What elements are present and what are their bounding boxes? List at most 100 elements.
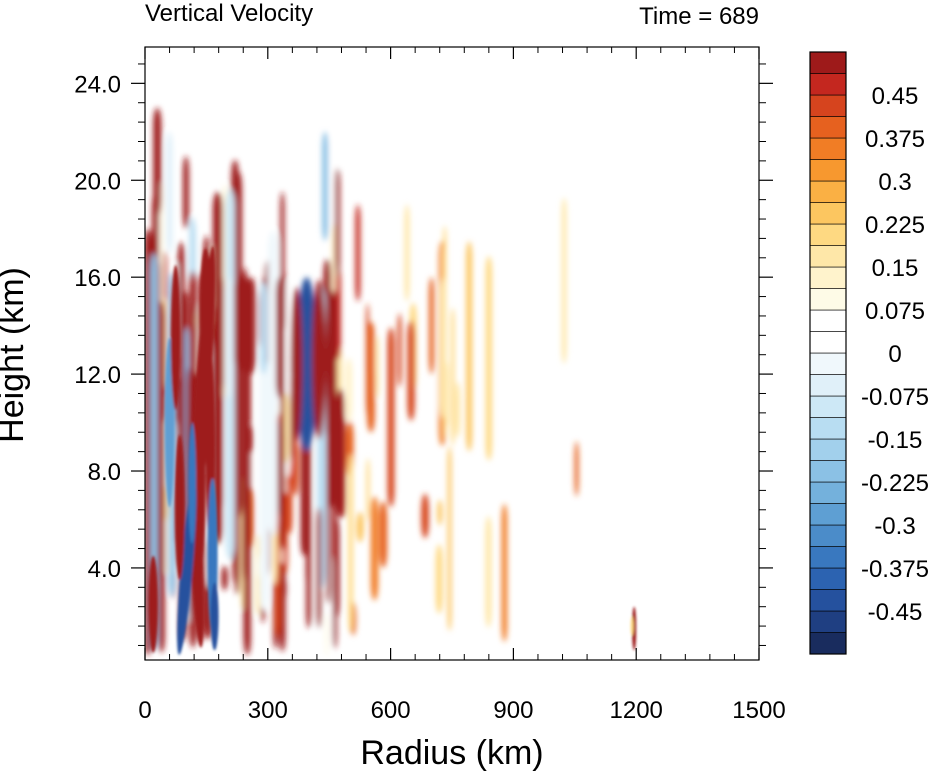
y-tick-label: 24.0 (74, 71, 121, 98)
colorbar-swatch (809, 503, 847, 526)
velocity-band (182, 156, 189, 229)
colorbar-label: 0 (888, 341, 901, 368)
colorbar-swatch (809, 245, 847, 268)
colorbar-swatch (809, 546, 847, 569)
x-axis-ticks: 0 300 600 900 1200 1500 (138, 47, 786, 724)
colorbar-swatch (809, 266, 847, 289)
colorbar-frame (809, 51, 847, 655)
velocity-cell (290, 286, 303, 442)
x-tick-label: 600 (371, 697, 411, 724)
x-tick-label: 900 (493, 697, 533, 724)
velocity-band (485, 516, 492, 628)
velocity-band (279, 574, 287, 604)
velocity-band (166, 131, 173, 253)
velocity-band (439, 276, 447, 419)
colorbar-label: -0.3 (874, 513, 915, 540)
velocity-band (387, 327, 395, 508)
colorbar-label: -0.45 (868, 599, 923, 626)
velocity-band (429, 277, 435, 375)
velocity-band (324, 612, 329, 657)
colorbar-swatch (809, 116, 847, 139)
velocity-band (370, 496, 379, 601)
colorbar-swatch (809, 589, 847, 612)
colorbar-swatch (809, 374, 847, 397)
plot-frame (144, 46, 760, 661)
velocity-cell (210, 582, 219, 651)
x-tick-label: 0 (138, 697, 151, 724)
colorbar: 0.45 0.375 0.3 0.225 0.15 0.075 0 -0.075 -0.15 -0… (809, 51, 929, 655)
velocity-band (466, 241, 473, 452)
colorbar-label: 0.3 (878, 169, 911, 196)
velocity-band (355, 204, 361, 302)
velocity-band (561, 197, 567, 364)
colorbar-swatch (809, 417, 847, 440)
colorbar-label: -0.375 (861, 556, 929, 583)
colorbar-swatch (809, 481, 847, 504)
velocity-band (322, 131, 329, 241)
velocity-cell (148, 555, 159, 653)
y-tick-label: 12.0 (74, 362, 121, 389)
velocity-band (455, 381, 461, 438)
colorbar-swatch (809, 94, 847, 117)
colorbar-label: 0.375 (865, 126, 925, 153)
colorbar-swatch (809, 51, 847, 74)
velocity-band (306, 495, 312, 629)
velocity-band (276, 277, 285, 399)
y-tick-label: 8.0 (88, 459, 121, 486)
velocity-band (437, 499, 443, 526)
velocity-band (221, 565, 228, 591)
colorbar-label: 0.075 (865, 298, 925, 325)
y-axis-ticks: 4.0 8.0 12.0 16.0 20.0 24.0 (74, 63, 773, 646)
velocity-cell (199, 248, 212, 379)
velocity-band (150, 252, 158, 651)
velocity-field (145, 107, 637, 657)
colorbar-label: -0.225 (861, 470, 929, 497)
velocity-band (145, 228, 153, 656)
colorbar-label: -0.075 (861, 384, 929, 411)
colorbar-swatch (809, 223, 847, 246)
velocity-band (379, 501, 388, 568)
colorbar-swatch (809, 524, 847, 547)
velocity-band (267, 230, 278, 537)
x-axis-label: Radius (km) (360, 734, 543, 772)
velocity-band (334, 168, 340, 278)
colorbar-swatch (809, 309, 847, 332)
colorbar-swatch (809, 460, 847, 483)
colorbar-swatch (809, 137, 847, 160)
velocity-band (224, 277, 233, 399)
x-tick-label: 300 (248, 697, 288, 724)
velocity-cell (170, 265, 181, 411)
velocity-band (407, 320, 415, 421)
colorbar-swatch (809, 438, 847, 461)
time-label: Time = 689 (639, 3, 759, 30)
velocity-band (243, 276, 250, 652)
velocity-band (485, 255, 492, 461)
velocity-band (632, 606, 637, 651)
velocity-cell (311, 279, 326, 440)
velocity-band (259, 355, 269, 610)
colorbar-swatch (809, 352, 847, 375)
colorbar-label: 0.45 (872, 83, 919, 110)
velocity-band (316, 507, 322, 629)
velocity-cell (174, 434, 185, 581)
colorbar-swatch (809, 567, 847, 590)
velocity-band (213, 269, 224, 399)
colorbar-label: 0.15 (872, 255, 919, 282)
colorbar-swatch (809, 331, 847, 354)
velocity-band (348, 453, 353, 633)
velocity-band (153, 107, 162, 217)
velocity-band (234, 272, 245, 375)
velocity-cell (188, 422, 197, 544)
colorbar-label: 0.225 (865, 212, 925, 239)
y-tick-label: 4.0 (88, 556, 121, 583)
x-tick-label: 1200 (610, 697, 663, 724)
velocity-band (574, 441, 579, 497)
colorbar-swatch (809, 632, 847, 655)
velocity-band (501, 503, 508, 642)
velocity-band (366, 458, 370, 523)
velocity-band (445, 361, 449, 427)
chart-title: Vertical Velocity (145, 0, 313, 27)
velocity-band (421, 493, 429, 539)
velocity-band (404, 204, 410, 302)
